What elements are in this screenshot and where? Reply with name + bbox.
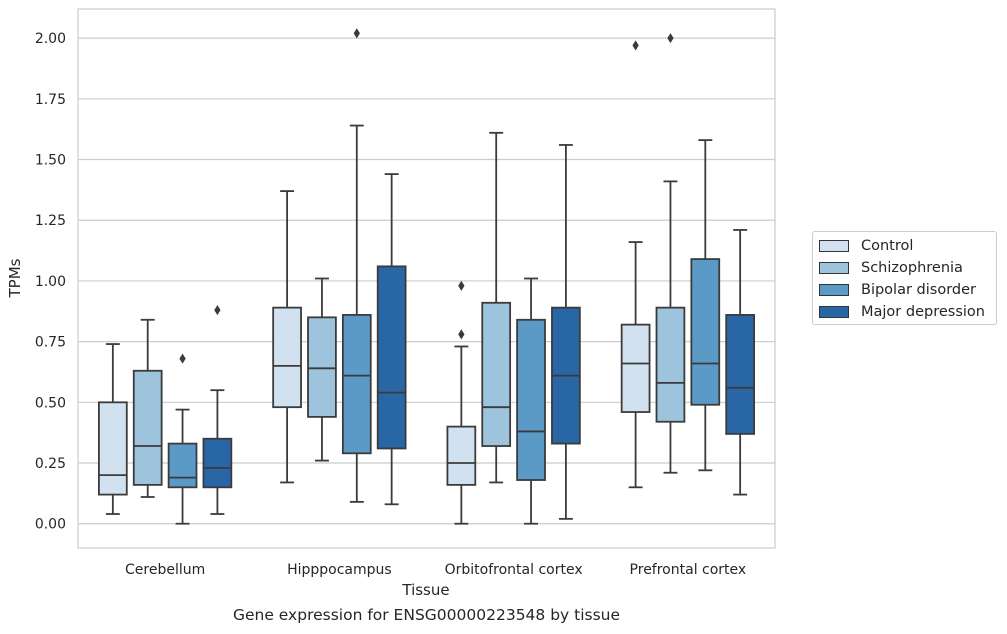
box bbox=[167, 353, 198, 525]
legend-item-major-depression: Major depression bbox=[819, 301, 985, 323]
flier-point bbox=[632, 40, 639, 51]
y-axis-label: TPMs bbox=[6, 258, 24, 298]
flier-point bbox=[179, 353, 186, 364]
box bbox=[272, 190, 302, 484]
box bbox=[725, 229, 755, 496]
y-tick-label: 1.25 bbox=[35, 213, 66, 229]
legend: Control Schizophrenia Bipolar disorder M… bbox=[812, 231, 997, 325]
box-iqr bbox=[341, 314, 372, 455]
box-iqr bbox=[446, 425, 477, 486]
legend-item-bipolar-disorder: Bipolar disorder bbox=[819, 279, 976, 301]
flier-point bbox=[458, 329, 465, 340]
x-tick-label: Cerebellum bbox=[125, 562, 205, 578]
legend-swatch-bipolar-disorder bbox=[819, 284, 849, 296]
flier-point bbox=[667, 33, 674, 44]
box bbox=[551, 144, 581, 520]
legend-label-bipolar-disorder: Bipolar disorder bbox=[861, 282, 976, 298]
flier-point bbox=[458, 280, 465, 291]
box bbox=[516, 277, 546, 525]
box-iqr bbox=[725, 314, 755, 435]
box-iqr bbox=[307, 316, 337, 418]
box bbox=[620, 40, 651, 489]
y-tick-label: 2.00 bbox=[35, 31, 66, 47]
box bbox=[341, 28, 372, 503]
legend-label-schizophrenia: Schizophrenia bbox=[861, 260, 963, 276]
x-tick-label: Prefrontal cortex bbox=[630, 562, 747, 578]
box bbox=[446, 280, 477, 525]
box-iqr bbox=[98, 401, 128, 496]
box bbox=[481, 131, 512, 484]
legend-item-schizophrenia: Schizophrenia bbox=[819, 257, 963, 279]
y-tick-label: 0.50 bbox=[35, 395, 66, 411]
box bbox=[655, 33, 686, 474]
y-tick-label: 0.25 bbox=[35, 456, 66, 472]
y-tick-label: 1.50 bbox=[35, 153, 66, 169]
chart-caption: Gene expression for ENSG00000223548 by t… bbox=[232, 606, 621, 624]
box bbox=[690, 139, 721, 472]
flier-point bbox=[353, 28, 360, 39]
y-axis-ticks: 0.00 0.25 0.50 0.75 1.00 1.25 1.50 1.75 2.00 bbox=[35, 31, 66, 533]
box-iqr bbox=[481, 301, 512, 447]
box bbox=[307, 277, 337, 462]
box-series bbox=[98, 28, 755, 525]
x-axis-label: Tissue bbox=[401, 581, 449, 599]
legend-label-control: Control bbox=[861, 238, 914, 254]
flier-point bbox=[214, 305, 221, 316]
legend-swatch-major-depression bbox=[819, 306, 849, 318]
x-axis-ticks: Cerebellum Hipppocampus Orbitofrontal cort… bbox=[125, 562, 746, 578]
x-tick-label: Orbitofrontal cortex bbox=[445, 562, 583, 578]
x-tick-label: Hipppocampus bbox=[287, 562, 392, 578]
legend-swatch-control bbox=[819, 240, 849, 252]
y-tick-label: 1.00 bbox=[35, 274, 66, 290]
box-iqr bbox=[167, 442, 198, 489]
legend-swatch-schizophrenia bbox=[819, 262, 849, 274]
box-iqr bbox=[690, 258, 721, 406]
y-tick-label: 1.75 bbox=[35, 92, 66, 108]
box-iqr bbox=[516, 318, 546, 481]
box-iqr bbox=[202, 437, 233, 489]
box bbox=[202, 305, 233, 515]
box-iqr bbox=[620, 323, 651, 413]
legend-item-control: Control bbox=[819, 235, 913, 257]
box bbox=[98, 343, 128, 515]
box bbox=[132, 318, 163, 498]
plot-frame bbox=[77, 8, 776, 549]
y-tick-label: 0.75 bbox=[35, 335, 66, 351]
box bbox=[376, 173, 407, 506]
y-tick-label: 0.00 bbox=[35, 517, 66, 533]
legend-label-major-depression: Major depression bbox=[861, 304, 985, 320]
box-iqr bbox=[132, 369, 163, 486]
box-iqr bbox=[655, 306, 686, 423]
box-iqr bbox=[272, 306, 302, 409]
box-iqr bbox=[376, 265, 407, 450]
